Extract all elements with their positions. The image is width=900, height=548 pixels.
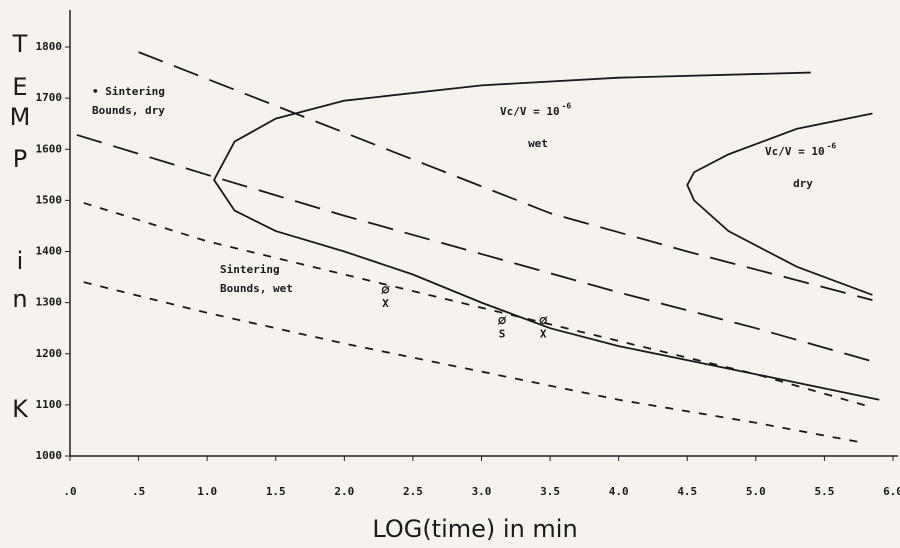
y-axis-label: T	[12, 30, 28, 58]
y-tick-label: 1600	[36, 142, 63, 155]
y-axis-label: P	[13, 145, 27, 173]
annotation: • Sintering	[92, 85, 165, 98]
point-label: X	[540, 328, 547, 341]
data-point: S	[498, 317, 506, 341]
annotation: dry	[793, 177, 813, 190]
y-tick-label: 1100	[36, 398, 63, 411]
x-tick-label: 5.5	[814, 485, 834, 498]
annotation: Bounds, dry	[92, 104, 165, 117]
point-label: S	[499, 328, 506, 341]
y-axis-label: M	[10, 103, 31, 131]
curve	[687, 113, 872, 294]
x-tick-label: 4.5	[677, 485, 697, 498]
y-axis-label: E	[12, 73, 27, 101]
chart: LOG(time) in min 1000 1100 1200 1300 1400 150…	[0, 0, 900, 548]
curve	[214, 73, 879, 400]
data-point: X	[381, 286, 389, 310]
y-tick-label: 1200	[36, 347, 63, 360]
x-tick-label: 2.5	[403, 485, 423, 498]
y-axis-label: n	[12, 285, 27, 313]
x-tick-label: 3.5	[540, 485, 560, 498]
x-axis-label: LOG(time) in min	[372, 515, 577, 543]
annotation: Sintering	[220, 263, 280, 276]
y-tick-label: 1700	[36, 91, 63, 104]
y-tick-label: 1800	[36, 40, 63, 53]
annotation-superscript: -6	[827, 142, 837, 151]
annotation: wet	[528, 137, 548, 150]
x-tick-label: 4.0	[609, 485, 629, 498]
curve	[84, 282, 866, 443]
x-tick-label: 6.0	[883, 485, 900, 498]
x-tick-label: 2.0	[334, 485, 354, 498]
y-tick-label: 1500	[36, 193, 63, 206]
y-tick-label: 1000	[36, 449, 63, 462]
y-axis-label: i	[17, 247, 24, 275]
curve	[77, 135, 873, 361]
y-axis-label: K	[12, 395, 29, 423]
x-tick-label: .5	[132, 485, 145, 498]
y-tick-label: 1400	[36, 245, 63, 258]
x-tick-label: 3.0	[472, 485, 492, 498]
annotation: Vc/V = 10	[500, 105, 560, 118]
point-label: X	[382, 297, 389, 310]
x-tick-label: 1.0	[197, 485, 217, 498]
curve	[84, 203, 873, 408]
data-point: X	[539, 317, 547, 341]
x-tick-label: 1.5	[266, 485, 286, 498]
annotation: Vc/V = 10	[765, 145, 825, 158]
annotation-superscript: -6	[562, 102, 572, 111]
annotation: Bounds, wet	[220, 282, 293, 295]
y-tick-label: 1300	[36, 296, 63, 309]
x-tick-label: .0	[63, 485, 76, 498]
x-tick-label: 5.0	[746, 485, 766, 498]
